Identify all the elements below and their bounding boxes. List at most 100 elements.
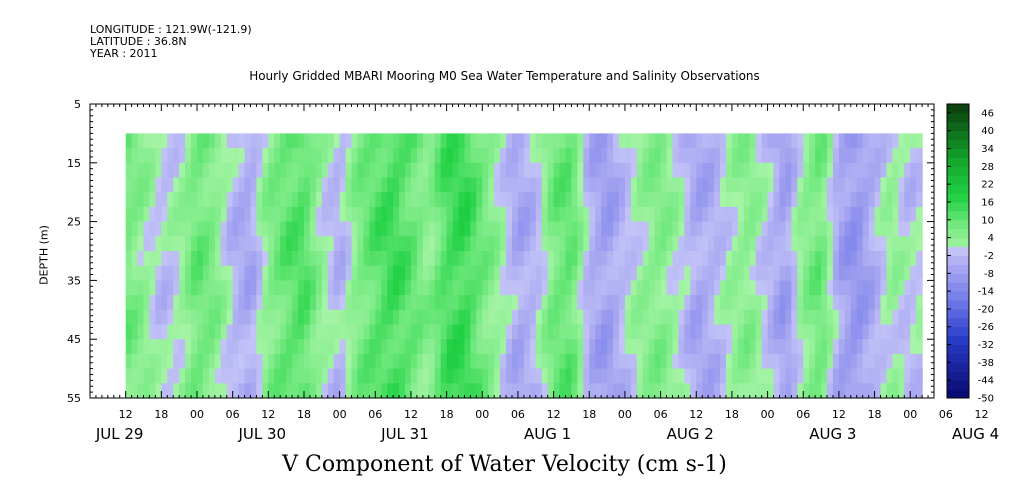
heatmap-cell — [191, 177, 198, 193]
heatmap-cell — [725, 162, 733, 179]
heatmap-cell — [321, 148, 329, 164]
heatmap-cell — [333, 192, 341, 208]
heatmap-cell — [416, 236, 424, 252]
heatmap-cell — [743, 221, 751, 237]
heatmap-cell — [309, 265, 317, 281]
heatmap-cell — [791, 221, 798, 237]
heatmap-cell — [280, 265, 287, 281]
heatmap-cell — [547, 324, 555, 340]
heatmap-cell — [547, 309, 555, 326]
x-day-label: AUG 3 — [809, 425, 856, 443]
heatmap-cell — [755, 339, 763, 355]
heatmap-cell — [672, 148, 680, 164]
heatmap-cell — [327, 162, 335, 179]
heatmap-cell — [862, 133, 870, 149]
heatmap-cell — [547, 383, 555, 399]
heatmap-cell — [595, 383, 602, 399]
heatmap-cell — [547, 177, 555, 193]
heatmap-cell — [399, 383, 406, 399]
heatmap-cell — [761, 383, 769, 399]
heatmap-cell — [512, 368, 519, 384]
heatmap-cell — [185, 383, 192, 399]
heatmap-cell — [767, 251, 775, 267]
heatmap-cell — [672, 280, 680, 296]
heatmap-cell — [577, 177, 584, 193]
heatmap-cell — [428, 177, 436, 193]
heatmap-cell — [399, 133, 406, 149]
heatmap-cell — [351, 162, 359, 179]
heatmap-cell — [624, 309, 632, 326]
heatmap-cell — [832, 324, 840, 340]
heatmap-cell — [191, 339, 198, 355]
heatmap-cell — [672, 383, 680, 399]
heatmap-cell — [357, 368, 365, 384]
heatmap-cell — [363, 324, 370, 340]
heatmap-cell — [387, 251, 394, 267]
heatmap-cell — [196, 251, 204, 267]
heatmap-cell — [791, 339, 798, 355]
heatmap-cell — [577, 192, 584, 208]
heatmap-cell — [702, 383, 709, 399]
heatmap-cell — [708, 295, 715, 311]
heatmap-cell — [797, 383, 804, 399]
heatmap-cell — [155, 206, 162, 223]
heatmap-cell — [369, 309, 376, 326]
heatmap-cell — [434, 148, 442, 164]
heatmap-cell — [636, 133, 644, 149]
heatmap-cell — [553, 177, 561, 193]
heatmap-cell — [202, 133, 210, 149]
heatmap-cell — [535, 148, 543, 164]
heatmap-cell — [898, 162, 905, 179]
heatmap-cell — [422, 148, 430, 164]
heatmap-cell — [666, 280, 674, 296]
heatmap-cell — [155, 324, 162, 340]
heatmap-cell — [274, 324, 281, 340]
heatmap-cell — [749, 206, 757, 223]
heatmap-cell — [244, 309, 252, 326]
heatmap-cell — [416, 280, 424, 296]
colorbar-bin — [947, 317, 969, 328]
y-tick-label: 5 — [74, 98, 81, 111]
heatmap-cell — [333, 206, 341, 223]
heatmap-cell — [523, 353, 531, 370]
heatmap-cell — [422, 251, 430, 267]
heatmap-cell — [232, 280, 240, 296]
heatmap-cell — [898, 295, 905, 311]
heatmap-cell — [761, 148, 769, 164]
heatmap-cell — [916, 236, 923, 252]
heatmap-cell — [785, 309, 792, 326]
heatmap-cell — [208, 221, 216, 237]
heatmap-cell — [571, 324, 578, 340]
heatmap-cell — [161, 148, 168, 164]
heatmap-cell — [143, 206, 151, 223]
heatmap-cell — [755, 206, 763, 223]
heatmap-cell — [262, 324, 269, 340]
heatmap-cell — [268, 265, 275, 281]
heatmap-cell — [618, 206, 626, 223]
heatmap-cell — [654, 133, 662, 149]
heatmap-cell — [565, 162, 573, 179]
heatmap-cell — [642, 368, 650, 384]
heatmap-cell — [892, 162, 899, 179]
heatmap-cell — [446, 236, 454, 252]
heatmap-cell — [731, 368, 739, 384]
heatmap-cell — [577, 251, 584, 267]
heatmap-cell — [565, 383, 573, 399]
heatmap-cell — [523, 309, 531, 326]
heatmap-cell — [886, 221, 893, 237]
heatmap-cell — [684, 251, 691, 267]
heatmap-cell — [874, 236, 882, 252]
heatmap-cell — [630, 309, 638, 326]
heatmap-cell — [321, 192, 329, 208]
heatmap-cells — [125, 133, 923, 399]
heatmap-cell — [809, 280, 816, 296]
heatmap-cell — [399, 162, 406, 179]
heatmap-cell — [339, 221, 347, 237]
heatmap-cell — [690, 148, 697, 164]
heatmap-cell — [708, 177, 715, 193]
heatmap-cell — [446, 221, 454, 237]
colorbar-bin — [947, 228, 969, 239]
heatmap-cell — [910, 177, 917, 193]
heatmap-cell — [500, 251, 507, 267]
heatmap-cell — [886, 295, 893, 311]
